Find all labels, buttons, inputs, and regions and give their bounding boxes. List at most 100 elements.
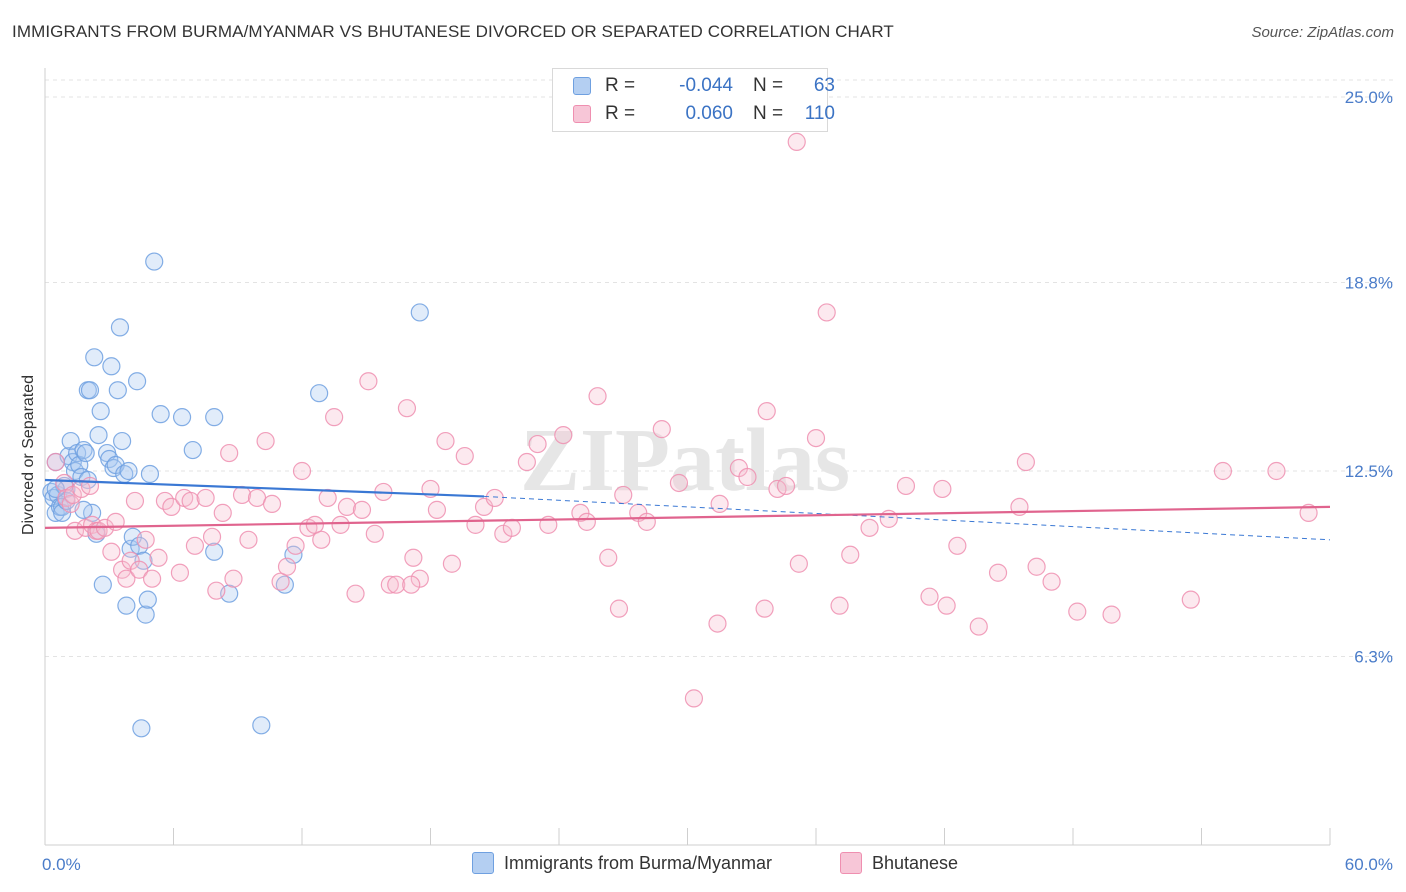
bhutanese-point	[46, 452, 65, 472]
bhutanese-point	[380, 575, 399, 594]
burma-point	[252, 716, 271, 735]
bhutanese-point	[213, 503, 232, 522]
bhutanese-point	[337, 497, 357, 517]
burma-point	[74, 440, 93, 460]
x-tick-label: 60.0%	[1345, 855, 1393, 874]
bhutanese-point	[860, 518, 879, 537]
burma-point	[410, 303, 429, 322]
bhutanese-point	[220, 443, 239, 463]
bhutanese-point	[292, 461, 312, 481]
bhutanese-point	[402, 575, 421, 594]
bhutanese-point	[757, 402, 776, 421]
bhutanese-point	[80, 476, 100, 496]
legend-label: Immigrants from Burma/Myanmar	[504, 852, 773, 873]
bhutanese-point	[830, 596, 849, 615]
n-label: N =	[753, 103, 784, 124]
bhutanese-point	[162, 497, 181, 517]
burma-point	[140, 464, 160, 484]
legend-label: Bhutanese	[872, 852, 959, 873]
burma-point	[93, 575, 112, 594]
bhutanese-point	[710, 494, 729, 514]
blue-swatch	[472, 852, 494, 874]
bhutanese-point	[404, 548, 423, 567]
bhutanese-point	[207, 581, 226, 600]
r-value: -0.044	[679, 75, 733, 96]
burma-point	[183, 440, 202, 460]
bhutanese-point	[920, 587, 939, 606]
bhutanese-point	[196, 488, 215, 508]
source-label: Source: ZipAtlas.com	[1251, 24, 1394, 41]
burma-trend-extension	[484, 495, 1331, 541]
burma-point	[134, 551, 153, 570]
y-tick-label: 12.5%	[1345, 462, 1393, 481]
bhutanese-point	[1213, 461, 1233, 481]
bhutanese-point	[708, 614, 727, 633]
bhutanese-point	[485, 488, 504, 508]
burma-point	[89, 425, 108, 445]
bhutanese-point	[588, 387, 607, 406]
bhutanese-point	[325, 408, 344, 427]
bhutanese-point	[427, 500, 447, 519]
burma-point	[104, 458, 123, 478]
bhutanese-point	[528, 434, 547, 454]
x-tick-label: 0.0%	[42, 855, 81, 874]
chart-title: IMMIGRANTS FROM BURMA/MYANMAR VS BHUTANE…	[12, 22, 894, 41]
bhutanese-point	[277, 557, 297, 576]
bhutanese-point	[1267, 461, 1286, 481]
bhutanese-point	[130, 560, 149, 579]
burma-trend-line	[44, 478, 485, 498]
bhutanese-point	[599, 548, 618, 567]
bhutanese-point	[149, 548, 168, 567]
legend-item-bhutanese[interactable]: Bhutanese	[840, 852, 958, 874]
bhutanese-point	[442, 554, 462, 573]
bhutanese-point	[738, 467, 757, 487]
bhutanese-point	[841, 545, 860, 564]
burma-point	[112, 431, 132, 451]
bhutanese-point	[571, 503, 590, 522]
n-value: 110	[804, 103, 835, 124]
bhutanese-point	[937, 596, 956, 615]
bhutanese-point	[1068, 602, 1087, 621]
bhutanese-point	[125, 491, 145, 511]
burma-point	[108, 381, 127, 400]
bhutanese-point	[896, 476, 916, 496]
bhutanese-point	[318, 488, 337, 508]
bhutanese-point	[387, 575, 406, 594]
bhutanese-point	[1016, 452, 1035, 472]
y-tick-label: 6.3%	[1354, 648, 1393, 667]
burma-point	[145, 252, 164, 271]
bhutanese-point	[185, 536, 205, 555]
watermark: ZIPatlas	[520, 411, 850, 510]
burma-point	[132, 719, 151, 738]
bhutanese-point	[142, 569, 162, 588]
legend-row-bhutanese: R = 0.060 N = 110	[573, 103, 835, 125]
burma-point	[85, 348, 104, 367]
bhutanese-point	[181, 491, 200, 511]
y-axis-title: Divorced or Separated	[20, 375, 37, 535]
bhutanese-point	[466, 515, 485, 534]
burma-point	[205, 408, 224, 427]
bhutanese-point	[609, 599, 629, 618]
legend-item-burma[interactable]: Immigrants from Burma/Myanmar	[472, 852, 772, 874]
bhutanese-point	[789, 554, 808, 573]
bhutanese-point	[271, 572, 290, 591]
burma-point	[136, 605, 155, 624]
legend-row-burma: R = -0.044 N = 63	[573, 75, 835, 97]
y-tick-labels: 6.3% 12.5% 18.8% 25.0%	[1345, 88, 1393, 667]
bhutanese-point	[202, 527, 222, 546]
bhutanese-point	[136, 530, 155, 549]
axes	[44, 68, 1331, 846]
burma-point	[172, 408, 192, 427]
burma-point	[80, 381, 100, 400]
bhutanese-point	[1181, 590, 1200, 609]
bhutanese-point	[365, 524, 384, 543]
bhutanese-point	[397, 399, 417, 418]
bhutanese-point	[305, 515, 324, 534]
series-legend: Immigrants from Burma/Myanmar Bhutanese	[0, 852, 1406, 876]
bhutanese-point	[239, 530, 258, 549]
bhutanese-point	[1042, 572, 1061, 591]
r-value: 0.060	[685, 103, 733, 124]
burma-point	[76, 443, 95, 463]
r-label: R =	[605, 75, 636, 96]
